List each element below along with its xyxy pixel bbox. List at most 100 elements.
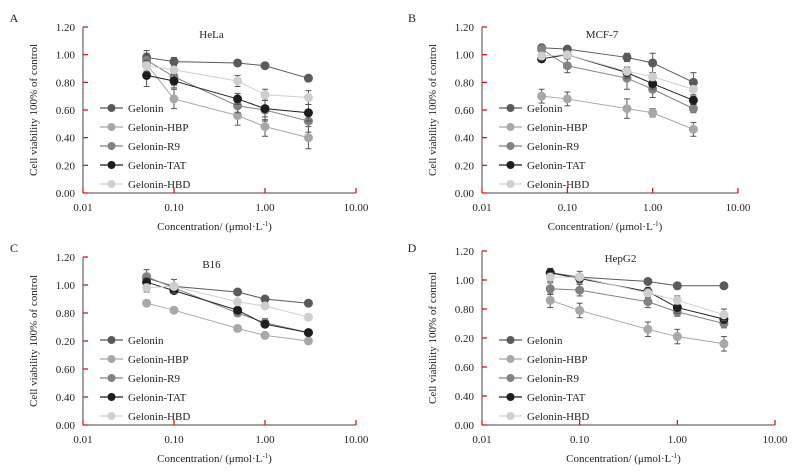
- data-point: [648, 58, 658, 68]
- series-gelonin: [142, 50, 313, 83]
- legend-item: Gelonin: [100, 335, 164, 347]
- x-axis-title-sup: -1: [653, 220, 659, 228]
- data-point: [688, 77, 698, 87]
- data-point: [562, 50, 572, 60]
- y-tick-label: 1.20: [56, 252, 76, 264]
- legend-item: Gelonin-R9: [100, 141, 180, 153]
- legend-label: Gelonin-HBD: [128, 179, 190, 191]
- data-point: [260, 294, 270, 304]
- data-point: [622, 104, 632, 114]
- data-point: [562, 94, 572, 104]
- chart-panel-b: B MCF-7 0.00 0.20 0.40 0.60 0.80 1.00 1.20 0.01 0.…: [408, 11, 751, 233]
- series-gelonin-tat: [142, 63, 313, 122]
- legend-marker: [506, 161, 515, 169]
- data-point: [648, 108, 658, 118]
- data-point: [233, 101, 243, 111]
- y-tick-label: 0.40: [455, 391, 475, 403]
- legend-label: Gelonin-R9: [128, 141, 180, 153]
- y-tick-label: 1.00: [56, 50, 76, 62]
- y-tick-label: 1.00: [455, 50, 475, 62]
- y-tick-label: 0.80: [56, 77, 76, 89]
- y-tick-label: 0.40: [56, 133, 76, 145]
- legend-item: Gelonin-R9: [499, 141, 579, 153]
- chart-panel-a: A HeLa 0.00 0.20 0.40 0.60 0.80 1.00 1.20 0.01 0.1…: [10, 11, 369, 233]
- y-tick-label: 0.80: [455, 77, 475, 89]
- x-tick-label: 10.00: [344, 202, 369, 214]
- series-gelonin-hbp: [142, 56, 313, 150]
- legend-marker: [506, 123, 515, 131]
- data-point: [169, 57, 179, 67]
- series-line: [550, 288, 725, 324]
- y-tick-label: 1.20: [455, 246, 475, 258]
- legend-item: Gelonin-HBD: [499, 179, 589, 191]
- y-tick-label: 1.00: [56, 280, 76, 292]
- x-tick-label: 0.01: [472, 434, 491, 446]
- data-point: [169, 94, 179, 104]
- legend-marker: [107, 180, 116, 188]
- legend-label: Gelonin-TAT: [527, 392, 586, 404]
- data-point: [545, 284, 555, 294]
- x-tick-label: 0.10: [570, 434, 590, 446]
- series-gelonin-r9: [142, 52, 313, 133]
- series-gelonin-hbp: [545, 292, 729, 352]
- y-tick-label: 0.60: [455, 362, 475, 374]
- legend-label: Gelonin: [527, 103, 563, 115]
- legend-label: Gelonin-R9: [527, 373, 579, 385]
- legend-label: Gelonin: [527, 335, 563, 347]
- data-point: [260, 319, 270, 329]
- legend-item: Gelonin-HBP: [100, 122, 189, 134]
- panel-label: D: [408, 241, 417, 255]
- y-tick-label: 0.00: [455, 188, 475, 200]
- data-point: [537, 91, 547, 101]
- legend-item: Gelonin: [499, 103, 563, 115]
- legend-marker: [107, 161, 116, 169]
- chart-panel-d: D HepG2 0.00 0.40 0.60 0.20 0.80 1.00 1.20 0.01 0.…: [408, 241, 788, 465]
- y-axis-title: Cell viability 100% of control: [28, 44, 40, 176]
- x-tick-label: 1.00: [255, 434, 275, 446]
- y-tick-label: 0.60: [56, 364, 76, 376]
- data-point: [719, 281, 729, 291]
- x-axis-title-main: Concentration/ (μmol·L: [157, 221, 262, 233]
- data-point: [233, 305, 243, 315]
- data-point: [643, 276, 653, 286]
- series-gelonin: [537, 43, 698, 93]
- legend-marker: [506, 180, 515, 188]
- legend-marker: [107, 393, 116, 401]
- legend-marker: [107, 374, 116, 382]
- legend-marker: [506, 142, 515, 150]
- y-tick-label: 0.40: [56, 392, 76, 404]
- data-point: [303, 298, 313, 308]
- y-tick-label: 0.60: [455, 105, 475, 117]
- data-point: [622, 66, 632, 76]
- data-point: [142, 283, 152, 293]
- y-tick-label: 0.20: [56, 336, 76, 348]
- data-point: [575, 272, 585, 282]
- legend-item: Gelonin-TAT: [100, 160, 187, 172]
- data-point: [562, 61, 572, 71]
- legend-marker: [506, 104, 515, 112]
- legend-marker: [107, 142, 116, 150]
- x-axis-title: Concentration/ (μmol·L-1): [566, 452, 681, 465]
- legend-item: Gelonin-HBD: [100, 179, 190, 191]
- y-tick-label: 0.20: [56, 160, 76, 172]
- chart-title: HepG2: [605, 253, 637, 265]
- data-point: [260, 122, 270, 132]
- data-point: [303, 336, 313, 346]
- data-point: [688, 95, 698, 105]
- legend-label: Gelonin-HBP: [128, 122, 189, 134]
- legend-marker: [506, 374, 515, 382]
- data-point: [688, 124, 698, 134]
- y-tick-label: 0.20: [455, 160, 475, 172]
- legend-marker: [506, 412, 515, 420]
- panel-label: C: [10, 241, 18, 255]
- y-tick-label: 0.80: [56, 308, 76, 320]
- y-tick-label: 0.00: [56, 420, 76, 432]
- x-tick-label: 0.01: [472, 202, 491, 214]
- panel-label: B: [408, 11, 416, 25]
- data-point: [575, 285, 585, 295]
- legend-item: Gelonin-HBP: [499, 354, 588, 366]
- data-point: [303, 328, 313, 338]
- legend-label: Gelonin-HBD: [527, 179, 589, 191]
- legend-label: Gelonin-TAT: [527, 160, 586, 172]
- y-tick-label: 1.00: [455, 275, 475, 287]
